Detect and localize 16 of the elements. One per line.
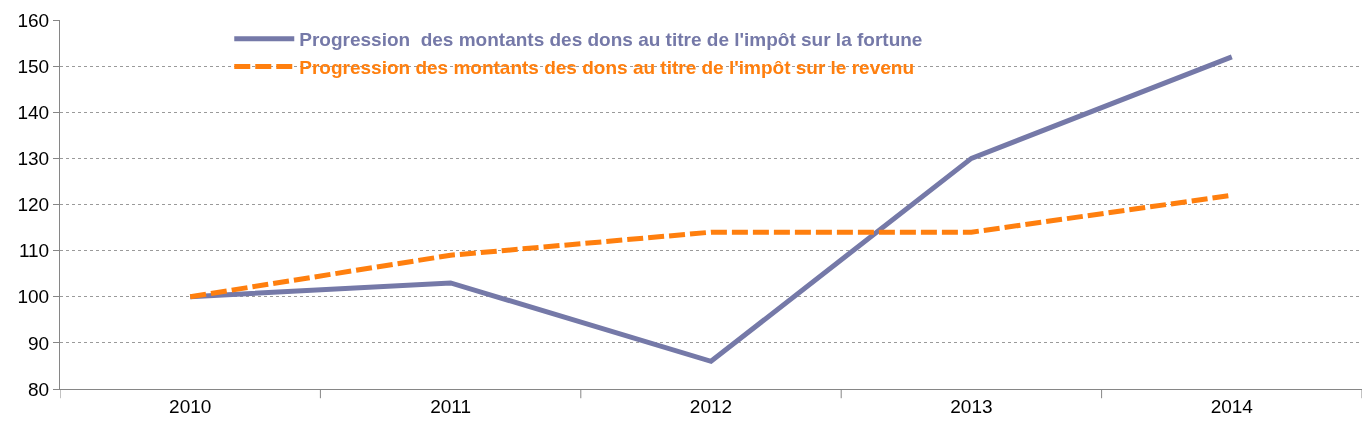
x-tick-label: 2014 (1210, 395, 1254, 417)
x-tick-label: 2013 (950, 395, 993, 417)
legend-label: Progression des montants des dons au titre de l'impôt sur la fortune (299, 29, 923, 51)
y-tick-label: 100 (17, 286, 50, 308)
y-tick-label: 140 (17, 101, 50, 123)
y-tick-label: 80 (28, 378, 50, 400)
y-tick-label: 130 (17, 148, 50, 170)
x-tick-label: 2012 (689, 395, 733, 417)
y-tick-label: 90 (28, 332, 50, 354)
y-tick-label: 160 (17, 9, 50, 31)
legend-label: Progression des montants des dons au titre de l'impôt sur le revenu (299, 56, 915, 78)
x-tick-label: 2011 (430, 395, 472, 417)
x-tick-label: 2010 (169, 395, 212, 417)
y-tick-label: 150 (17, 55, 50, 77)
y-tick-label: 110 (18, 240, 50, 262)
y-tick-label: 120 (17, 194, 50, 216)
